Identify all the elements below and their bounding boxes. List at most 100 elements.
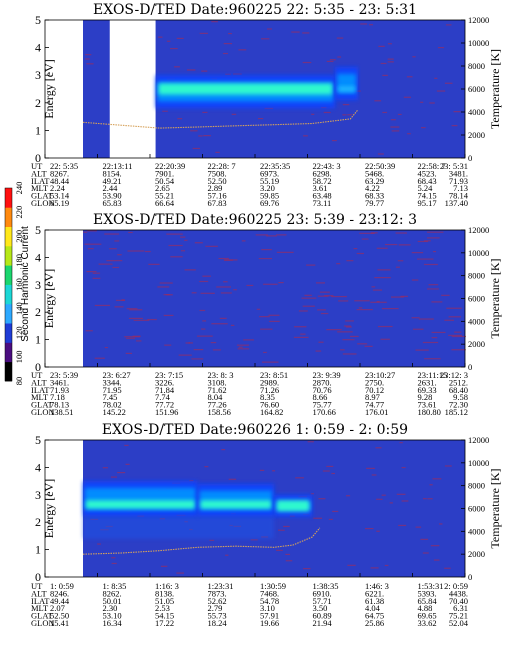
heatmap-speckle: [278, 281, 284, 284]
table-cell: 65.19: [50, 198, 69, 208]
table-cell: 22:20:39: [155, 161, 185, 171]
temperature-tick-label: 12000: [468, 225, 489, 235]
table-cell: 6221.: [365, 588, 384, 598]
table-cell: 25.86: [365, 618, 384, 628]
colorbar-segment: [5, 361, 12, 382]
heatmap-speckle: [102, 467, 108, 469]
table-cell: 51.05: [155, 596, 174, 606]
colorbar-tick-label: 240: [14, 182, 24, 195]
table-cell: 22: 5:35: [50, 161, 78, 171]
table-cell: 53.10: [103, 611, 122, 621]
energy-band-core: [86, 500, 195, 509]
table-cell: 73.11: [313, 198, 332, 208]
table-cell: 77.26: [208, 400, 227, 410]
heatmap-speckle: [159, 282, 173, 284]
heatmap-speckle: [331, 295, 347, 298]
energy-axis-label: Energy [eV]: [42, 479, 56, 538]
table-cell: 73.61: [418, 400, 437, 410]
table-cell: 75.77: [313, 400, 332, 410]
heatmap-speckle: [126, 308, 138, 310]
table-cell: 8138.: [155, 588, 174, 598]
heatmap-speckle: [261, 249, 272, 251]
table-cell: 79.77: [365, 198, 384, 208]
table-cell: 145.22: [103, 407, 126, 417]
heatmap-speckle: [354, 300, 370, 302]
heatmap-speckle: [317, 295, 329, 297]
heatmap-speckle: [87, 230, 97, 232]
heatmap-speckle: [331, 139, 337, 142]
chart-title: EXOS-D/TED Date:960226 1: 0:59 - 2: 0:59: [102, 422, 408, 438]
temperature-tick-label: 4000: [468, 316, 485, 326]
table-cell: 23: 7:15: [155, 370, 183, 380]
table-cell: 8.97: [365, 392, 380, 402]
colorbar-segment: [5, 284, 12, 305]
heatmap-speckle: [390, 119, 396, 121]
heatmap-speckle: [111, 557, 116, 559]
heatmap-speckle: [326, 60, 334, 63]
heatmap-speckle: [196, 335, 213, 337]
table-cell: 75.21: [449, 611, 468, 621]
heatmap-speckle: [361, 238, 369, 240]
heatmap-speckle: [158, 36, 163, 38]
heatmap-speckle: [318, 498, 326, 500]
heatmap-speckle: [444, 567, 451, 569]
heatmap-speckle: [85, 54, 92, 56]
heatmap-speckle: [124, 444, 129, 446]
table-cell: 69.33: [418, 385, 437, 395]
heatmap-speckle: [382, 74, 388, 77]
table-cell: 55.21: [155, 191, 174, 201]
heatmap-speckle: [317, 309, 326, 311]
heatmap-speckle: [285, 553, 291, 556]
heatmap-speckle: [398, 524, 407, 527]
heatmap-speckle: [211, 323, 228, 325]
table-cell: 64.75: [365, 611, 384, 621]
heatmap-speckle: [423, 240, 431, 242]
heatmap-speckle: [319, 291, 330, 293]
heatmap-speckle: [169, 47, 178, 50]
heatmap-speckle: [128, 317, 143, 320]
temperature-tick-label: 12000: [468, 435, 489, 445]
colorbar-tick-label: 100: [14, 351, 24, 364]
heatmap-speckle: [429, 102, 435, 104]
heatmap-speckle: [399, 442, 403, 444]
table-cell: 7.74: [155, 392, 171, 402]
heatmap-speckle: [94, 304, 111, 307]
table-cell: 61.38: [365, 596, 384, 606]
table-row-label: GLON: [31, 407, 55, 417]
heatmap-speckle: [218, 257, 229, 260]
heatmap-speckle: [374, 277, 391, 279]
table-cell: 57.91: [260, 611, 279, 621]
heatmap-speckle: [372, 289, 383, 291]
table-cell: 68.43: [418, 176, 437, 186]
heatmap-speckle: [415, 526, 422, 528]
temperature-tick-label: 0: [468, 153, 472, 163]
table-cell: 6.31: [453, 603, 468, 613]
colorbar-tick-label: 120: [14, 326, 24, 339]
energy-tick-label: 3: [35, 488, 41, 502]
heatmap-speckle: [382, 111, 388, 114]
temperature-tick-label: 2000: [468, 549, 485, 559]
table-cell: 63.48: [313, 191, 332, 201]
heatmap-speckle: [360, 23, 368, 25]
table-cell: 69.65: [418, 611, 437, 621]
heatmap-speckle: [366, 467, 375, 469]
table-cell: 7.45: [103, 392, 118, 402]
table-cell: 185.12: [445, 407, 468, 417]
heatmap-speckle: [238, 49, 247, 51]
data-gap: [109, 20, 156, 158]
heatmap-speckle: [426, 237, 440, 239]
heatmap-speckle: [184, 269, 196, 271]
heatmap-speckle: [200, 292, 215, 294]
colorbar-frame: [4, 187, 13, 382]
heatmap-speckle: [276, 251, 294, 253]
heatmap-speckle: [164, 344, 172, 346]
heatmap-speckle: [129, 309, 143, 311]
energy-band-core: [200, 500, 271, 509]
heatmap-speckle: [316, 282, 326, 284]
heatmap-speckle: [160, 565, 168, 567]
heatmap-speckle: [454, 331, 462, 333]
panel-1: EXOS-D/TED Date:960225 22: 5:35 - 23: 5:…: [31, 2, 502, 208]
table-cell: 3226.: [155, 377, 174, 387]
heatmap-speckle: [431, 301, 443, 303]
table-cell: 2.65: [155, 183, 170, 193]
